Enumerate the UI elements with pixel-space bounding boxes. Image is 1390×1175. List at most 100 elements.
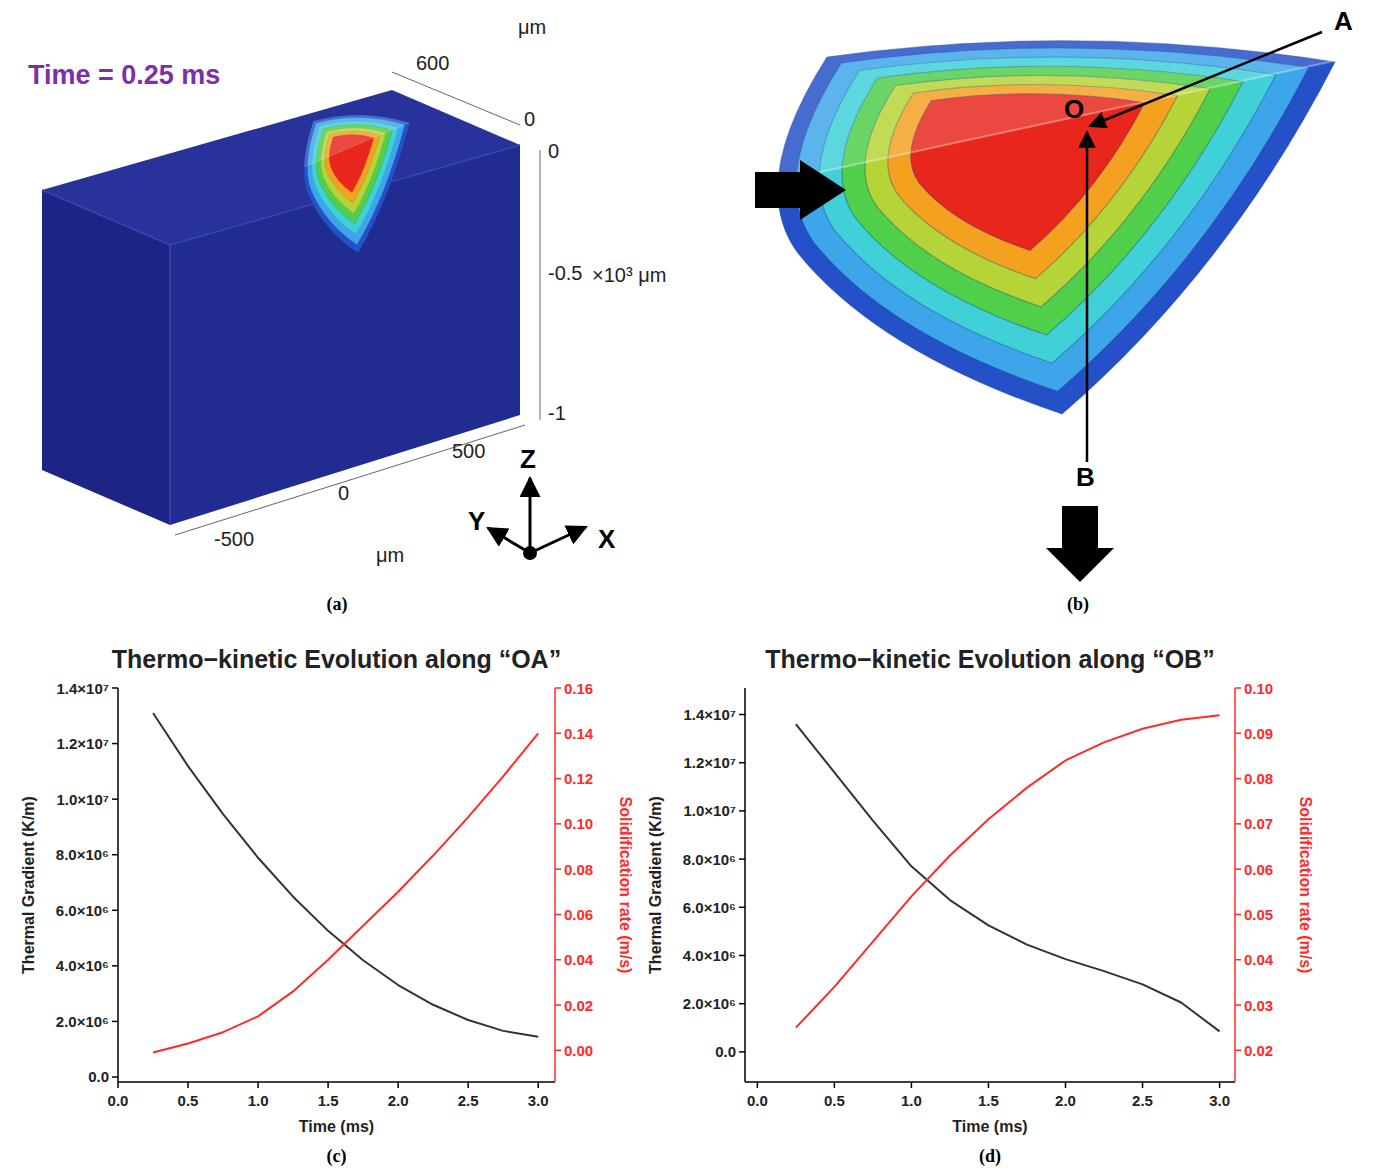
y-tick [739,1051,745,1053]
y-axis-title: Thermal Gradient (K/m) [647,796,664,974]
y-tick [739,762,745,764]
panel-label: (b) [1067,594,1089,615]
path-ob [1086,132,1089,462]
y2-tick-label: 0.16 [564,680,593,697]
y-tick-label: 2.0×10⁶ [683,995,736,1012]
y-tick-label: 0.0 [715,1043,736,1060]
y-tick-label: 1.2×10⁷ [684,754,737,771]
melt-pool-small [296,97,414,253]
y-tick [739,955,745,957]
x-tick [467,1082,469,1088]
y-tick-label: 4.0×10⁶ [56,957,109,974]
x-axis-title: Time (ms) [299,1118,374,1135]
y2-tick [1235,733,1241,735]
melt-pool-large [737,0,1357,414]
path-oa [1090,32,1322,126]
y2-tick-label: 0.10 [564,815,593,832]
y-tick-label: 2.0×10⁶ [56,1013,109,1030]
chart-panel: Thermo−kinetic Evolution along “OA” 0.0 0.… [20,645,634,1167]
y2-tick-label: 0.00 [564,1042,593,1059]
y2-tick [1235,914,1241,916]
y2-tick-label: 0.06 [1244,861,1273,878]
label: -500 [214,528,254,550]
y2-tick-label: 0.07 [1244,815,1273,832]
y2-tick [555,959,561,961]
y-tick [112,1021,118,1023]
y2-tick [555,914,561,916]
x-tick [397,1082,399,1088]
y2-axis [1234,688,1236,1082]
y2-tick [1235,1050,1241,1052]
y-tick [112,965,118,967]
x-tick-label: 2.0 [1055,1092,1076,1109]
y-tick-label: 1.0×10⁷ [57,791,110,808]
y2-tick-label: 0.10 [1244,680,1273,697]
x-tick [834,1082,836,1088]
figure: Time = 0.25 msμm60000-0.5×10³ μm-15000-5… [0,0,1390,1175]
panel-label: (c) [327,1146,347,1167]
y2-tick [555,823,561,825]
x-tick-label: 0.0 [108,1092,129,1109]
y-tick [112,1076,118,1078]
y-tick-label: 1.2×10⁷ [57,735,110,752]
y2-tick-label: 0.12 [564,770,593,787]
y2-tick-label: 0.05 [1244,906,1273,923]
y-tick-label: 8.0×10⁶ [683,851,736,868]
y2-tick [1235,959,1241,961]
x-tick-label: 1.0 [901,1092,922,1109]
chart-panel: Thermo−kinetic Evolution along “OB”0.00.… [647,645,1314,1167]
y2-axis [554,688,556,1082]
x-tick-label: 1.5 [318,1092,339,1109]
y-axis [117,688,119,1082]
label: μm [376,544,404,566]
x-axis-3d [175,425,525,535]
x-tick-label: 3.0 [528,1092,549,1109]
y-tick-label: 6.0×10⁶ [683,899,736,916]
x-tick-label: 1.0 [248,1092,269,1109]
y-tick [112,798,118,800]
series-line [796,724,1220,1031]
label: 600 [416,52,449,74]
x-tick-label: 0.0 [747,1092,768,1109]
y-tick [739,1003,745,1005]
y2-tick [555,778,561,780]
top-face-shade [296,97,414,170]
y2-axis-title: Solidification rate (m/s) [617,797,634,974]
y-tick [739,714,745,716]
series-line [153,713,538,1037]
x-axis-title: Time (ms) [952,1118,1027,1135]
y-tick [112,854,118,856]
y2-tick [555,1050,561,1052]
label: X [598,524,616,554]
y2-tick-label: 0.14 [564,725,594,742]
y2-axis-title: Solidification rate (m/s) [1297,797,1314,974]
label: ×10³ μm [592,264,666,286]
panel-b: OAB(b) [737,0,1357,615]
y2-tick-label: 0.02 [564,997,593,1014]
x-tick-label: 0.5 [178,1092,199,1109]
y-tick-label: 1.0×10⁷ [684,802,737,819]
y2-tick-label: 0.02 [1244,1042,1273,1059]
y-tick-label: 1.4×10⁷ [684,706,737,723]
y-tick [739,858,745,860]
top-face-edge [296,121,414,171]
plot-area [796,715,1220,1031]
y-axis-title: Thermal Gradient (K/m) [20,796,37,974]
label: 0 [338,482,349,504]
x-tick-label: 2.5 [458,1092,479,1109]
y-tick-label: 1.4×10⁷ [57,680,110,697]
label: Y [468,506,485,536]
label: B [1076,462,1095,492]
y-tick-label: 6.0×10⁶ [56,902,109,919]
label: μm [518,16,546,38]
x-tick-label: 3.0 [1209,1092,1230,1109]
chart-title: Thermo−kinetic Evolution along “OA” [112,645,561,673]
triad-arrow [530,527,586,553]
box-front [42,190,170,525]
x-tick-label: 1.5 [978,1092,999,1109]
label: -0.5 [548,262,582,284]
y2-tick-label: 0.08 [1244,770,1273,787]
x-tick [327,1082,329,1088]
y2-tick [555,687,561,689]
x-tick [187,1082,189,1088]
